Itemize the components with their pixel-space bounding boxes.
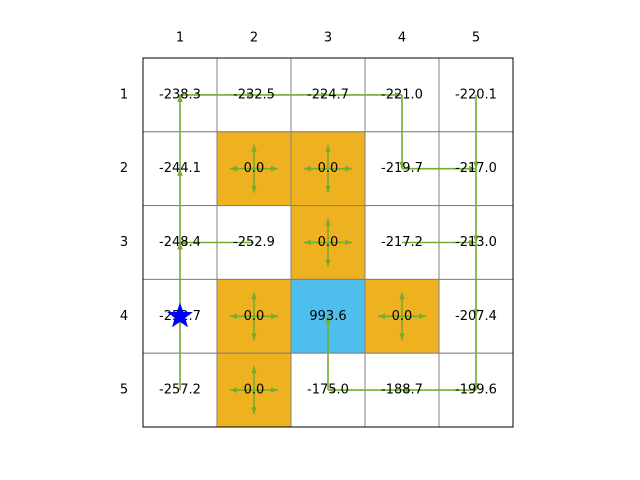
policy-arrow-up-5-3 [325, 316, 331, 391]
column-label-5: 5 [472, 31, 480, 46]
cell-value-3-3: 0.0 [318, 235, 339, 250]
cell-value-2-2: 0.0 [244, 161, 265, 176]
cell-value-4-4: 0.0 [392, 309, 413, 324]
cell-value-4-2: 0.0 [244, 309, 265, 324]
cell-value-5-4: -188.7 [381, 383, 423, 398]
policy-arrow-down-2-3 [325, 168, 331, 193]
cell-value-4-3: 993.6 [309, 309, 346, 324]
grid-border [142, 57, 514, 428]
policy-arrow-left-3-2 [180, 239, 254, 246]
policy-arrow-right-1-1 [180, 92, 254, 98]
column-label-4: 4 [398, 31, 406, 46]
row-label-3: 3 [120, 235, 128, 250]
policy-arrow-up-5-2 [251, 366, 257, 391]
cell-value-3-1: -248.4 [159, 235, 201, 250]
policy-arrow-down-1-5 [473, 94, 479, 169]
axis-labels: 1 2 3 4 5 1 2 3 4 5 [120, 31, 480, 398]
cell-value-4-5: -207.4 [455, 309, 497, 324]
policy-arrow-left-2-2 [230, 165, 254, 172]
policy-arrow-down-3-3 [325, 242, 331, 267]
cell-value-2-3: 0.0 [318, 161, 339, 176]
cell-value-3-2: -252.9 [233, 235, 275, 250]
policy-arrow-left-5-2 [230, 387, 254, 393]
policy-arrow-right-1-2 [254, 92, 328, 98]
policy-arrow-down-4-4 [399, 316, 405, 341]
cell-value-2-5: -217.0 [455, 161, 497, 176]
policy-arrow-right-3-3 [328, 239, 352, 246]
cell-value-1-5: -220.1 [455, 87, 497, 102]
policy-arrow-up-4-2 [251, 292, 257, 317]
policy-arrow-down-4-5 [473, 316, 479, 391]
policy-arrow-left-4-2 [230, 313, 254, 320]
policy-arrow-right-3-4 [402, 239, 476, 246]
policy-arrow-down-1-4 [399, 94, 405, 169]
policy-arrows [177, 92, 479, 415]
cell-value-3-4: -217.2 [381, 235, 423, 250]
row-label-1: 1 [120, 87, 128, 102]
policy-arrow-down-4-2 [251, 316, 257, 341]
policy-arrow-down-5-2 [251, 390, 257, 415]
policy-arrow-up-3-1 [177, 168, 183, 243]
grid-cell-2-3-obstacle [290, 131, 366, 207]
policy-arrow-left-4-4 [378, 313, 402, 320]
cell-values: -238.3 -232.5 -224.7 -221.0 -220.1 -244.1 0.0 0… [159, 87, 497, 397]
agent-layer [166, 302, 194, 328]
policy-arrow-right-4-4 [402, 313, 426, 320]
cell-value-5-2: 0.0 [244, 383, 265, 398]
cell-value-1-3: -224.7 [307, 87, 349, 102]
row-label-4: 4 [120, 309, 128, 324]
cell-value-2-4: -219.7 [381, 161, 423, 176]
policy-arrow-right-2-4 [402, 165, 476, 172]
policy-arrow-up-4-4 [399, 292, 405, 317]
star-icon [166, 302, 194, 328]
policy-arrow-right-2-2 [254, 165, 278, 172]
policy-arrow-up-2-3 [325, 144, 331, 169]
policy-arrow-right-4-2 [254, 313, 278, 320]
policy-arrow-down-3-5 [473, 242, 479, 317]
policy-arrow-right-2-3 [328, 165, 352, 172]
cell-value-3-5: -213.0 [455, 235, 497, 250]
row-label-5: 5 [120, 383, 128, 398]
cell-value-1-1: -238.3 [159, 87, 201, 102]
cell-value-5-5: -199.6 [455, 383, 497, 398]
row-label-2: 2 [120, 161, 128, 176]
policy-arrow-right-1-3 [328, 92, 402, 98]
cell-value-1-4: -221.0 [381, 87, 423, 102]
cell-value-5-1: -257.2 [159, 383, 201, 398]
column-label-2: 2 [250, 31, 258, 46]
cell-value-5-3: -175.0 [307, 383, 349, 398]
policy-arrow-right-5-2 [254, 387, 278, 393]
policy-arrow-up-2-2 [251, 144, 257, 169]
column-label-1: 1 [176, 31, 184, 46]
policy-arrow-left-5-4 [328, 387, 402, 393]
cell-value-1-2: -232.5 [233, 87, 275, 102]
policy-arrow-up-2-1 [177, 94, 183, 169]
grid-cell-5-2-obstacle [216, 352, 292, 428]
policy-arrow-up-3-3 [325, 218, 331, 243]
policy-arrow-down-2-5 [473, 168, 479, 243]
policy-arrow-down-2-2 [251, 168, 257, 193]
grid-frame [142, 57, 514, 428]
policy-arrow-left-2-3 [304, 165, 328, 172]
cell-value-2-1: -244.1 [159, 161, 201, 176]
policy-arrow-left-3-3 [304, 239, 328, 246]
column-label-3: 3 [324, 31, 332, 46]
policy-arrow-left-5-5 [402, 387, 476, 393]
